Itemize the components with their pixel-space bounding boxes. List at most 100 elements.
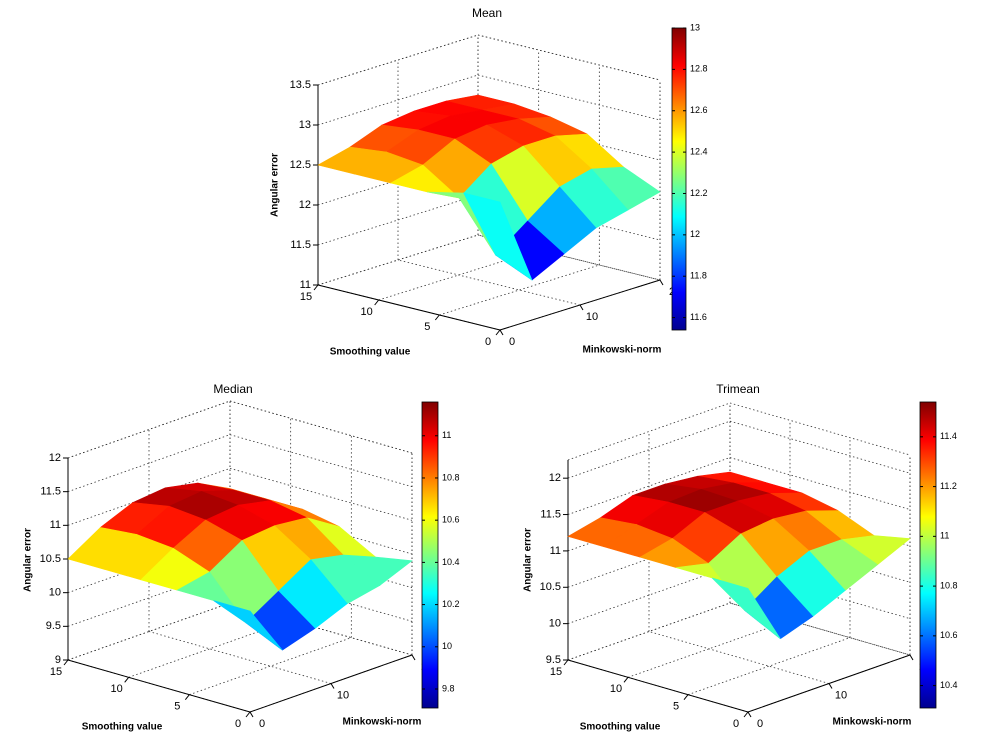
x-tick-label: 10: [835, 689, 847, 701]
grid-line: [729, 529, 911, 583]
x-tick-label: 0: [757, 718, 763, 730]
grid-line: [729, 457, 911, 510]
colorbar-tick-label: 9.8: [442, 683, 455, 693]
y-tick-label: 15: [50, 666, 62, 678]
x-tick: [747, 711, 752, 718]
y-axis: [67, 659, 251, 713]
z-tick-label: 10.5: [40, 553, 61, 565]
x-tick: [579, 304, 584, 311]
x-tick-label: 0: [509, 336, 515, 348]
y-tick: [184, 694, 190, 700]
grid-line: [67, 535, 231, 594]
grid-line: [189, 637, 352, 696]
colorbar-tick-label: 10.4: [940, 680, 958, 690]
grid-line: [477, 234, 661, 281]
subplot: 010205101599.51010.51111.512MedianAngula…: [23, 382, 460, 732]
grid-line: [729, 566, 911, 620]
grid-line: [648, 631, 830, 684]
z-tick-label: 11.5: [40, 486, 61, 498]
y-tick-label: 0: [485, 336, 491, 348]
box-edge: [729, 402, 911, 456]
grid-line: [128, 619, 291, 678]
z-tick-label: 11.5: [290, 239, 311, 251]
z-tick-label: 9.5: [46, 620, 61, 632]
grid-line: [477, 114, 661, 161]
z-tick-label: 12: [299, 199, 311, 211]
grid-line: [627, 619, 791, 678]
surface-patch: [463, 192, 533, 281]
chart-title: Mean: [472, 6, 502, 20]
x-tick: [411, 654, 416, 661]
grid-line: [67, 467, 231, 526]
box-edge: [567, 402, 731, 461]
grid-line: [567, 529, 731, 588]
grid-line: [148, 631, 332, 684]
subplot: 01020510151111.51212.51313.5MeanAngular …: [270, 6, 708, 357]
z-tick-label: 12: [49, 452, 61, 464]
grid-line: [567, 566, 731, 625]
x-tick: [330, 683, 335, 689]
z-axis-label: Angular error: [523, 528, 534, 592]
colorbar-tick-label: 10.8: [940, 580, 958, 590]
y-tick-label: 10: [610, 683, 622, 695]
y-tick: [63, 659, 69, 666]
surface-patch: [711, 577, 781, 640]
z-tick-label: 10: [49, 587, 61, 599]
colorbar: [919, 401, 937, 709]
y-tick-label: 10: [111, 683, 123, 695]
grid-line: [229, 434, 413, 488]
y-tick-label: 15: [550, 666, 562, 678]
y-tick: [313, 284, 319, 291]
grid-line: [67, 434, 231, 493]
colorbar-tick-label: 10.6: [940, 630, 958, 640]
z-tick-label: 13.5: [290, 79, 311, 91]
y-tick: [743, 711, 749, 718]
grid-line: [687, 637, 851, 696]
colorbar-tick-label: 12.2: [690, 188, 708, 198]
colorbar-tick-label: 10: [442, 641, 452, 651]
x-tick: [659, 279, 664, 286]
y-tick: [245, 711, 251, 718]
colorbar: [421, 401, 439, 709]
z-tick-label: 10.5: [540, 581, 561, 593]
z-axis-label: Angular error: [270, 153, 281, 217]
colorbar-tick-label: 11.8: [690, 271, 707, 281]
box-edge: [67, 400, 231, 459]
box-edge: [477, 34, 661, 81]
y-tick-label: 0: [733, 718, 739, 730]
y-axis-label: Smoothing value: [580, 722, 661, 733]
z-tick-label: 11.5: [540, 508, 561, 520]
box-edge: [229, 400, 413, 454]
grid-line: [397, 259, 581, 306]
y-tick: [124, 677, 130, 683]
x-axis-label: Minkowski-norm: [583, 345, 662, 356]
y-axis: [317, 284, 501, 331]
x-tick-label: 10: [337, 689, 349, 701]
z-tick-label: 12: [549, 472, 561, 484]
colorbar-tick-label: 11.4: [940, 431, 957, 441]
colorbar-tick-label: 12.8: [690, 64, 708, 74]
colorbar-tick-label: 10.6: [442, 515, 460, 525]
y-tick-label: 0: [235, 718, 241, 730]
y-axis: [567, 659, 749, 713]
subplot: 01020510159.51010.51111.512TrimeanAngula…: [523, 382, 958, 732]
grid-line: [477, 74, 661, 121]
z-tick-label: 12.5: [290, 159, 311, 171]
y-axis-label: Smoothing value: [82, 722, 163, 733]
z-tick-label: 10: [549, 618, 561, 630]
x-axis-label: Minkowski-norm: [343, 717, 422, 728]
x-axis-label: Minkowski-norm: [833, 717, 912, 728]
x-tick: [828, 683, 833, 689]
y-tick: [563, 659, 569, 666]
z-tick-label: 11: [300, 279, 311, 291]
z-tick-label: 13: [299, 119, 311, 131]
colorbar-tick-label: 11.6: [690, 312, 707, 322]
grid-line: [567, 457, 731, 515]
colorbar-tick-label: 12.6: [690, 105, 708, 115]
grid-line: [729, 602, 911, 656]
colorbar-tick-label: 12.4: [690, 146, 708, 156]
grid-line: [439, 264, 600, 316]
z-tick-label: 9.5: [546, 654, 561, 666]
y-tick: [623, 677, 629, 683]
